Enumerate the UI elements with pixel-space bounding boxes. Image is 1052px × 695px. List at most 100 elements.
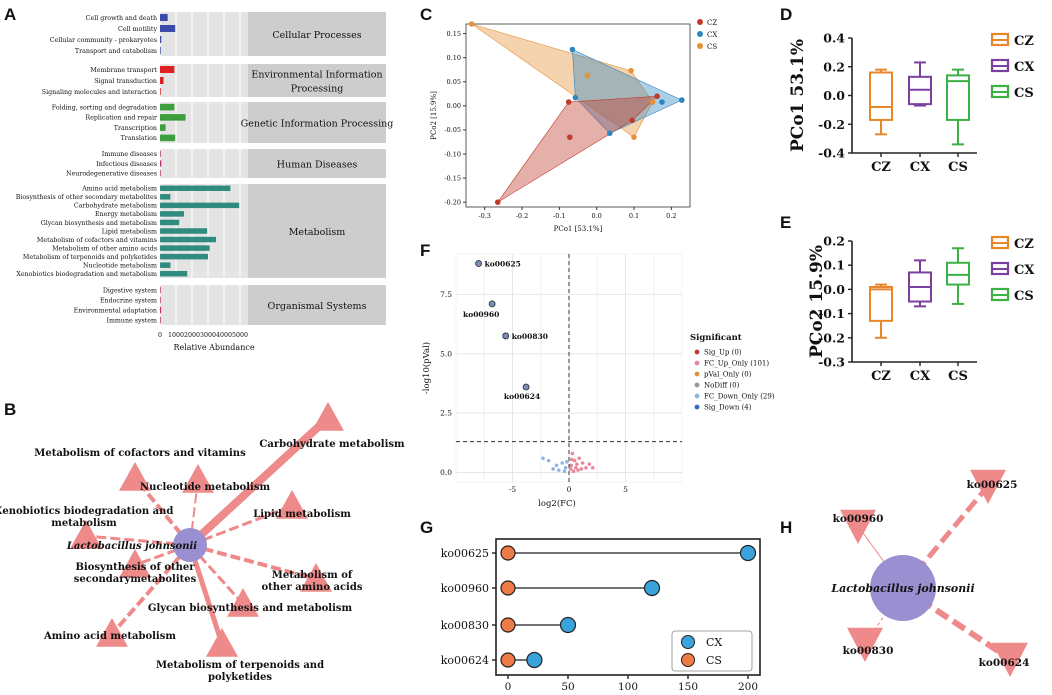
- pcoa-y-tick: 0.15: [447, 30, 461, 38]
- lollipop-point-cs: [500, 580, 516, 596]
- kegg-x-tick: 0: [158, 332, 162, 339]
- volcano-x-tick: 5: [623, 485, 628, 494]
- kegg-category-strip: [248, 12, 386, 56]
- kegg-row-label: Endocrine system: [100, 297, 157, 304]
- network-edge: [187, 415, 331, 548]
- bacteria-label: Lactobacillus johnsonii: [66, 541, 197, 552]
- kegg-bar: [160, 76, 164, 85]
- kegg-row-label: Immune system: [106, 317, 157, 324]
- box-x-tick: CZ: [871, 369, 891, 384]
- network-edge: [85, 534, 191, 547]
- kegg-category-label: Processing: [291, 84, 344, 95]
- volcano-point-down: [564, 460, 569, 464]
- kegg-bar: [160, 170, 161, 177]
- pcoa-point-cx: [659, 99, 665, 105]
- kegg-bar: [160, 253, 208, 260]
- volcano-legend-marker: [694, 393, 700, 399]
- lollipop-legend-label: CX: [706, 636, 722, 649]
- pcoa-point-cx: [569, 46, 576, 53]
- network-h-node-triangle: [840, 509, 876, 544]
- kegg-bar: [160, 46, 161, 55]
- kegg-row-label: Metabolism of other amino acids: [52, 245, 157, 252]
- kegg-row-label: Biosynthesis of other secondary metaboli…: [16, 194, 157, 201]
- network-node-label: Glycan biosynthesis and metabolism: [148, 603, 353, 614]
- volcano-point-label: ko00625: [485, 260, 521, 269]
- lollipop-point-cx: [559, 616, 577, 634]
- network-h-node-label: ko00624: [979, 657, 1030, 669]
- box-x-tick: CX: [910, 369, 931, 384]
- volcano-point-up: [572, 458, 577, 463]
- volcano-legend-marker: [694, 360, 700, 366]
- pcoa-point-cs: [468, 21, 475, 27]
- network-node-triangle: [70, 520, 102, 549]
- kegg-row-label: Immune diseases: [102, 151, 157, 158]
- lollipop-point-cs: [500, 617, 516, 633]
- network-h-node-label: ko00960: [833, 513, 884, 525]
- network-node-triangle: [119, 462, 151, 491]
- pcoa-y-tick: 0.05: [447, 78, 461, 86]
- volcano-x-tick: -5: [509, 485, 517, 494]
- volcano-point-up: [575, 462, 579, 466]
- volcano-point-down: [557, 468, 561, 472]
- pcoa-x-tick: -0.1: [553, 212, 566, 220]
- pcoa-y-tick: 0.00: [447, 102, 461, 110]
- volcano-point-down: [562, 469, 567, 474]
- pcoa-frame: [465, 23, 691, 208]
- pcoa-legend-label: CZ: [707, 19, 717, 27]
- box-y-tick: 0.4: [823, 31, 845, 46]
- panel-label-g: G: [420, 518, 433, 537]
- kegg-row-label: Neurodegenerative diseases: [66, 170, 157, 177]
- network-edge: [189, 504, 293, 547]
- network-h-node-triangle: [847, 627, 883, 662]
- volcano-point-up: [568, 467, 573, 471]
- network-node-triangle: [276, 490, 308, 519]
- volcano-legend-marker: [694, 404, 700, 410]
- volcano-legend-label: Sig_Down (4): [704, 404, 752, 412]
- kegg-row-label: Membrane transport: [90, 67, 157, 74]
- box-y-label: PCo2 15.9%: [807, 245, 827, 358]
- lollipop-point-cs: [500, 545, 516, 561]
- box-body: [946, 74, 970, 121]
- box-body: [869, 71, 893, 121]
- pcoa-x-tick: -0.2: [516, 212, 529, 220]
- bacteria-h-node: [870, 555, 936, 621]
- volcano-point-label: ko00624: [504, 392, 540, 401]
- bacteria-h-label: Lactobacillus johnsonii: [830, 582, 974, 595]
- kegg-category-strip: [248, 184, 386, 278]
- kegg-plot-bg: [160, 149, 248, 178]
- kegg-x-label: Relative Abundance: [173, 343, 254, 352]
- box-y-tick: -0.2: [818, 330, 845, 345]
- panel-label-e: E: [780, 213, 791, 232]
- pcoa-x-tick: 0.0: [591, 212, 601, 220]
- lollipop-y-tick: ko00830: [441, 619, 489, 632]
- network-edge: [189, 543, 317, 581]
- box-y-tick: 0.2: [823, 234, 845, 249]
- volcano-y-tick: 0.0: [440, 468, 452, 477]
- kegg-row-label: Metabolism of cofactors and vitamins: [37, 237, 157, 244]
- volcano-point-labeled: [502, 332, 510, 340]
- kegg-bar: [160, 24, 176, 33]
- bacteria-node: [173, 528, 207, 562]
- pcoa-point-cs: [628, 67, 634, 74]
- kegg-row-label: Glycan biosynthesis and metabolism: [41, 220, 157, 227]
- panel-c-pcoa: -0.3 -0.2 -0.1 0.0 0.1 0.2 0.15 0.10 0.05 0.00 -0.…: [430, 19, 717, 233]
- pcoa-point-cz: [494, 199, 501, 205]
- box-x-tick: CX: [910, 160, 931, 175]
- kegg-bar: [160, 194, 171, 200]
- volcano-legend-marker: [694, 371, 700, 377]
- kegg-row-label: Lipid metabolism: [102, 228, 157, 235]
- panel-a-kegg-bar: Cellular Processes Cell growth and death C…: [16, 12, 393, 352]
- network-node-triangle: [96, 618, 128, 647]
- pcoa-y-tick: -0.10: [444, 150, 461, 158]
- pcoa-point-cs: [631, 134, 637, 140]
- pcoa-y-tick: 0.10: [447, 54, 461, 62]
- kegg-bar: [160, 270, 188, 277]
- lollipop-legend-marker: [681, 653, 695, 667]
- kegg-category-label: Cellular Processes: [272, 30, 361, 41]
- box-legend-label: CZ: [1014, 237, 1034, 252]
- kegg-row-label: Energy metabolism: [95, 211, 157, 218]
- network-node-label: Lipid metabolism: [253, 509, 351, 520]
- lollipop-x-tick: 50: [561, 681, 574, 693]
- volcano-point-up: [577, 456, 581, 461]
